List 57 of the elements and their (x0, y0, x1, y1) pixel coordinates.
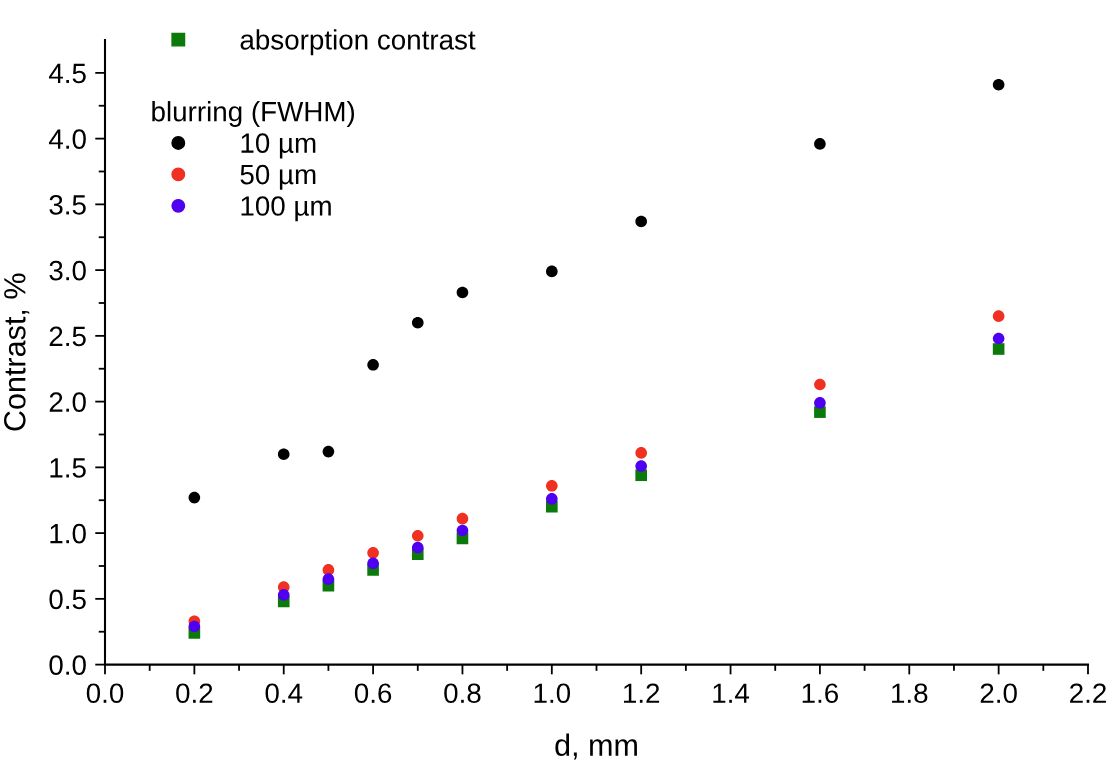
y-tick-label: 1.0 (50, 523, 86, 544)
point (277, 448, 290, 461)
point (456, 512, 469, 525)
legend-title: blurring (FWHM) (152, 101, 355, 127)
y-axis-title: Contrast, % (3, 273, 30, 431)
x-tick-label: 1.6 (802, 683, 838, 704)
text: 0.0 (86, 683, 124, 704)
x-tick-label: 2.2 (1070, 683, 1106, 703)
x-tick-label: 1.2 (623, 683, 660, 703)
point (456, 524, 469, 537)
point (635, 215, 647, 228)
point (635, 447, 647, 459)
y-tick-label: 1.5 (50, 458, 86, 478)
legend-label: 100 µm (241, 196, 331, 222)
y-tick-label: 3.5 (49, 195, 86, 215)
point (814, 138, 826, 150)
y-tick-label: 3.0 (49, 260, 86, 281)
point (188, 620, 201, 633)
x-tick-label: 0.4 (265, 683, 303, 704)
y-tick-label: 0.5 (49, 589, 86, 610)
y-tick-label: 0.0 (49, 655, 86, 675)
legend-label: 10 µm (241, 133, 316, 159)
point (992, 343, 1005, 355)
point (992, 332, 1005, 345)
x-axis-title: d, mm (555, 733, 637, 760)
x-tick-label: 0.6 (354, 683, 392, 704)
point (814, 378, 826, 391)
x-tick-label: 1.8 (892, 683, 928, 704)
point (322, 445, 335, 458)
x-tick-label: 1.4 (713, 683, 750, 703)
point (546, 265, 558, 278)
x-tick-label: 0.8 (444, 683, 481, 704)
y-tick-label: 2.0 (49, 392, 86, 412)
point (367, 557, 379, 570)
point (277, 589, 290, 601)
point (546, 493, 558, 505)
point (992, 310, 1005, 322)
x-tick-label: 2.0 (980, 683, 1017, 704)
point (546, 479, 558, 492)
point (188, 491, 201, 504)
legend-label: absorption contrast (240, 29, 476, 56)
point (992, 78, 1005, 91)
point (635, 460, 647, 472)
point (322, 573, 335, 585)
y-tick-label: 4.0 (48, 129, 86, 149)
point (411, 529, 424, 542)
point (367, 547, 379, 559)
legend-label: 50 µm (240, 164, 316, 190)
point (411, 316, 424, 329)
point (367, 358, 379, 371)
y-tick-label: 2.5 (49, 326, 86, 347)
point (814, 397, 826, 409)
y-tick-label: 4.5 (48, 63, 86, 84)
x-tick-label: 1.0 (534, 683, 571, 704)
point (456, 286, 469, 299)
point (411, 541, 424, 554)
x-tick-label: 0.2 (176, 683, 213, 704)
